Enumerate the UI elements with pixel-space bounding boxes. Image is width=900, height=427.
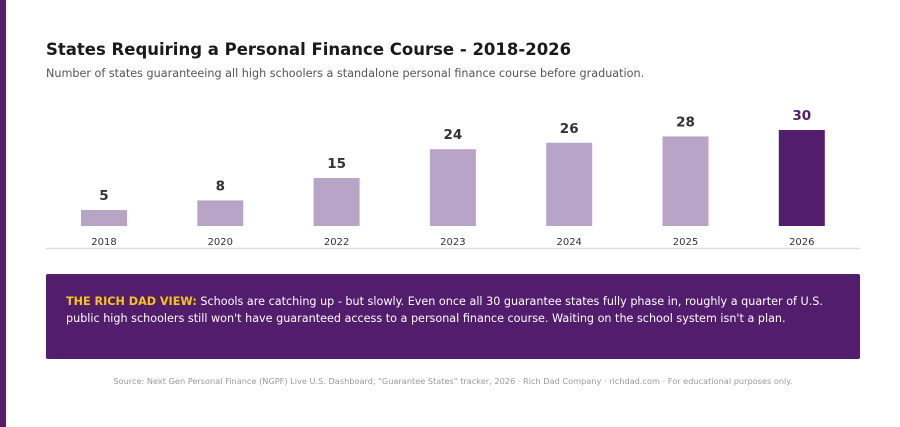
bar-value-label: 28 — [676, 114, 695, 130]
chart-title: States Requiring a Personal Finance Cour… — [46, 40, 572, 59]
bar-value-label: 24 — [444, 127, 463, 143]
bar-value-label: 30 — [792, 108, 811, 124]
bar-value-label: 8 — [216, 178, 225, 194]
x-tick-label: 2023 — [440, 237, 465, 248]
x-tick-label: 2020 — [208, 237, 233, 248]
bar-value-label: 15 — [327, 156, 346, 172]
bar-chart: 5 2018 8 2020 15 2022 24 2023 26 2024 28 2025 30 2026 — [46, 108, 860, 250]
bar-2026 — [778, 130, 825, 226]
x-tick-label: 2026 — [789, 237, 814, 248]
callout-label: THE RICH DAD VIEW: — [66, 295, 197, 308]
callout-text: Schools are catching up - but slowly. Ev… — [66, 295, 823, 325]
bar-2018 — [81, 210, 127, 226]
bar-value-label: 5 — [99, 188, 108, 204]
bar-2024 — [546, 142, 593, 226]
bar-2025 — [662, 136, 709, 226]
bar-2020 — [197, 200, 244, 226]
source-note: Source: Next Gen Personal Finance (NGPF)… — [113, 376, 793, 386]
bar-2022 — [313, 178, 360, 226]
x-tick-label: 2018 — [91, 237, 116, 248]
x-tick-label: 2022 — [324, 237, 349, 248]
left-accent-bar — [0, 0, 6, 427]
x-tick-label: 2024 — [556, 237, 581, 248]
bar-2023 — [429, 149, 476, 226]
rich-dad-view-callout: THE RICH DAD VIEW: Schools are catching … — [46, 274, 860, 359]
bar-value-label: 26 — [560, 121, 579, 137]
x-tick-label: 2025 — [673, 237, 698, 248]
chart-subtitle: Number of states guaranteeing all high s… — [46, 67, 645, 80]
